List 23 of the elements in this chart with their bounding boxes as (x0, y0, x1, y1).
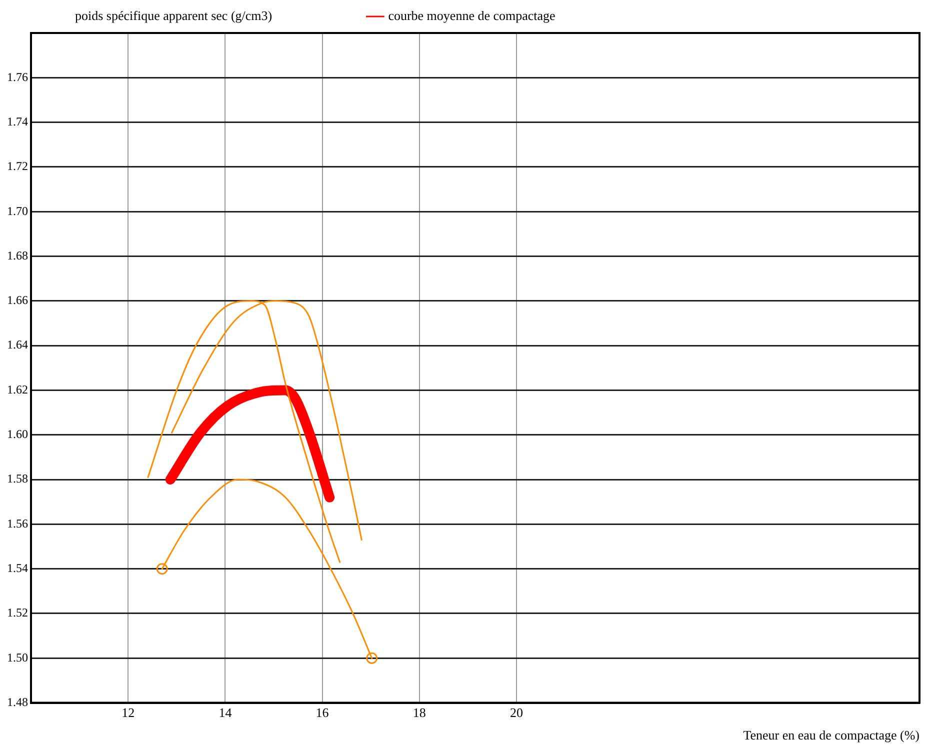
legend-label: courbe moyenne de compactage (388, 8, 556, 23)
y-tick-label: 1.60 (7, 427, 28, 442)
y-tick-label: 1.48 (7, 694, 28, 709)
y-tick-label: 1.64 (7, 338, 28, 352)
x-tick-label: 12 (122, 705, 135, 720)
y-axis-title: poids spécifique apparent sec (g/cm3) (75, 8, 272, 24)
y-tick-label: 1.58 (7, 472, 28, 486)
y-tick-label: 1.62 (7, 382, 28, 396)
y-tick-label: 1.72 (7, 159, 28, 174)
y-tick-label: 1.50 (7, 650, 28, 664)
x-tick-label: 20 (510, 705, 524, 720)
y-tick-label: 1.74 (7, 114, 28, 128)
x-tick-label: 16 (316, 705, 330, 720)
y-tick-label: 1.52 (7, 606, 28, 620)
y-tick-label: 1.56 (7, 516, 28, 530)
x-tick-label: 18 (412, 705, 426, 720)
y-tick-label: 1.54 (7, 560, 28, 575)
y-tick-label: 1.70 (7, 204, 28, 218)
x-tick-label: 14 (218, 705, 232, 720)
y-tick-label: 1.66 (7, 293, 28, 308)
y-tick-label: 1.76 (7, 70, 28, 84)
y-tick-label: 1.68 (7, 248, 28, 262)
x-axis-title: Teneur en eau de compactage (%) (743, 728, 920, 743)
